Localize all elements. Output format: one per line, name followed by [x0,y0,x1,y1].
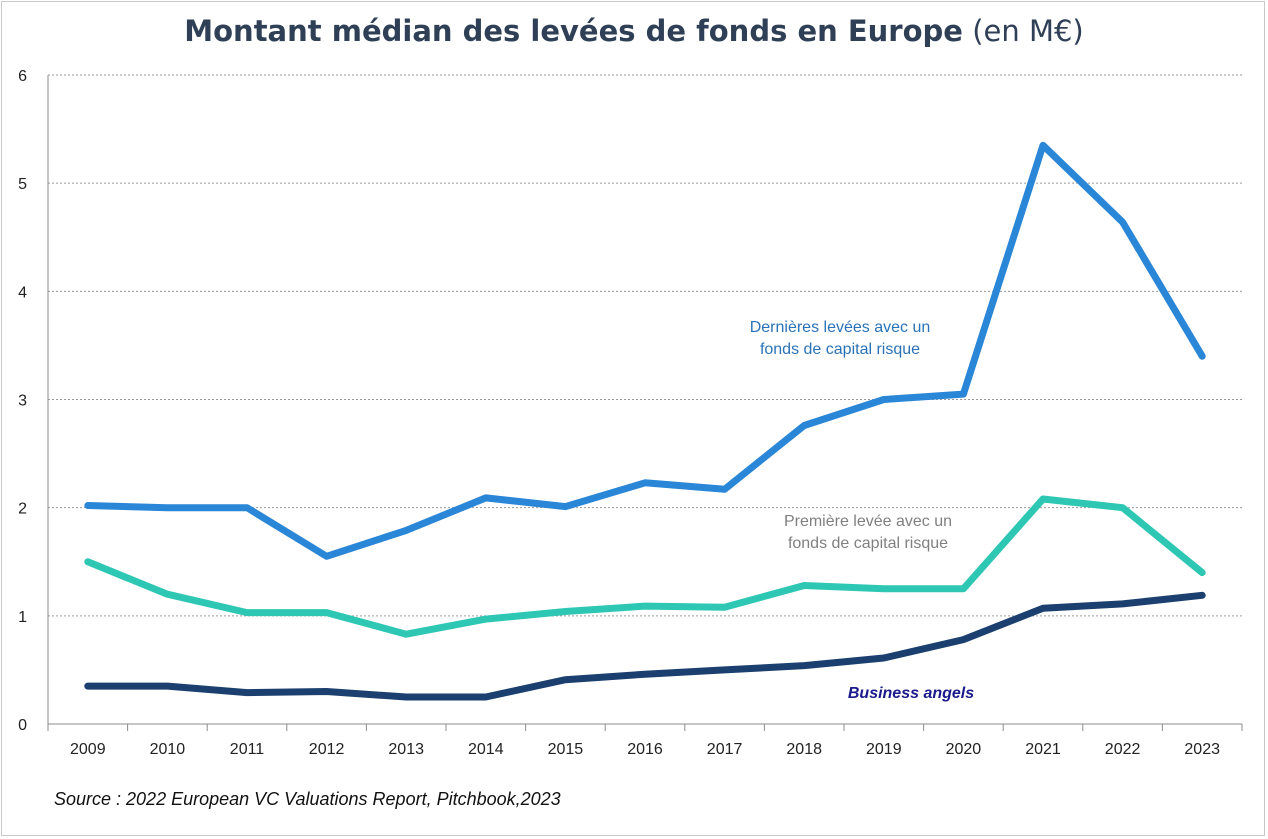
y-tick-label: 0 [18,717,27,734]
x-tick-label: 2010 [150,741,186,758]
x-tick-label: 2023 [1184,741,1220,758]
axes: 0 1 2 3 4 5 6 2009 2010 2011 2012 2013 2014 2015 2016 2… [18,68,1243,758]
series-label-2: Business angels [848,685,974,702]
x-tick-label: 2011 [230,741,265,758]
series-label-line: Dernières levées avec un [750,319,931,336]
x-tick-label: 2020 [946,741,982,758]
x-tick-label: 2009 [70,741,106,758]
series-label-line: fonds de capital risque [788,535,948,552]
x-tick-label: 2015 [548,741,584,758]
series-label-1: Première levée avec un fonds de capital r… [784,513,952,552]
chart-title-unit: (en M€) [972,14,1084,48]
x-tick-label: 2019 [866,741,902,758]
y-tick-label: 2 [18,501,27,518]
series-lines [84,141,1206,701]
y-tick-label: 5 [18,176,27,193]
series-line-2 [84,591,1206,701]
chart-title: Montant médian des levées de fonds en Eu… [0,14,1268,48]
series-labels: Dernières levées avec un fonds de capital… [750,319,975,702]
x-tick-label: 2012 [309,741,345,758]
x-tick-label: 2018 [786,741,822,758]
source-note: Source : 2022 European VC Valuations Rep… [54,789,561,809]
x-tick-label: 2022 [1105,741,1141,758]
x-tick-label: 2021 [1025,741,1061,758]
y-tick-label: 4 [18,284,27,301]
chart-title-main: Montant médian des levées de fonds en Eu… [184,14,963,48]
y-tick-label: 3 [18,393,27,410]
y-tick-label: 6 [18,68,27,85]
series-line-0 [84,141,1206,560]
x-tick-label: 2016 [627,741,663,758]
x-tick-label: 2017 [707,741,743,758]
gridlines [48,74,1242,617]
series-label-line: Business angels [848,685,974,702]
series-line-1 [84,495,1206,638]
x-tick-label: 2014 [468,741,504,758]
series-label-line: fonds de capital risque [760,341,920,358]
series-label-0: Dernières levées avec un fonds de capital… [750,319,931,358]
y-tick-label: 1 [18,609,27,626]
series-label-line: Première levée avec un [784,513,952,530]
x-tick-label: 2013 [388,741,424,758]
